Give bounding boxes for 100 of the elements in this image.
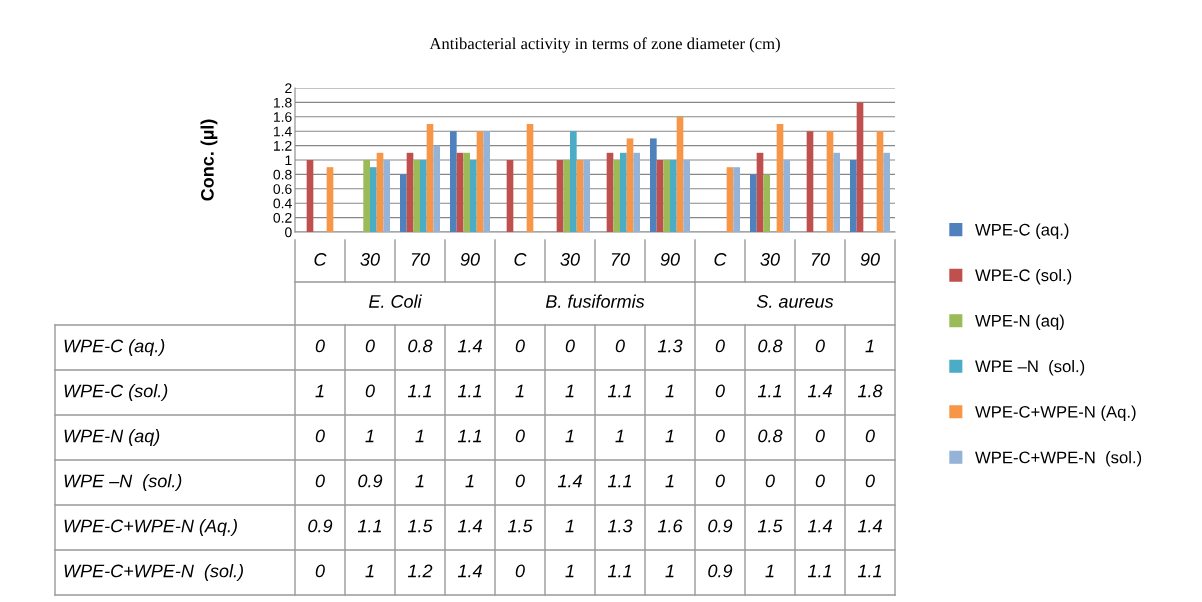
x-tick-label: 70 (811, 253, 830, 266)
y-tick-label: 1.8 (273, 97, 292, 108)
data-label: 1.1 (357, 519, 382, 533)
bar (570, 131, 577, 232)
y-tick-label: 1 (285, 155, 292, 166)
data-label: 1.6 (657, 519, 683, 533)
data-label: 0 (715, 384, 725, 398)
data-label: 1.1 (457, 429, 482, 443)
data-label: 1 (315, 384, 324, 398)
data-label: 1 (665, 384, 674, 398)
data-label: 0 (365, 384, 375, 398)
x-tick-label: 30 (560, 253, 580, 266)
bar (633, 152, 640, 232)
bar (650, 138, 657, 232)
text: WPE-N (aq) (64, 429, 160, 446)
bar (613, 160, 620, 232)
bar (583, 160, 590, 232)
bar (426, 124, 434, 232)
text: B. fusiformis (545, 294, 645, 308)
data-label: 1.4 (857, 519, 882, 533)
bar (856, 102, 864, 232)
data-label: 1 (515, 384, 524, 398)
data-label: 1 (565, 384, 574, 398)
data-label: 1.4 (557, 474, 582, 488)
text: WPE –N (sol.) (64, 474, 182, 491)
bar (850, 160, 857, 232)
bar (606, 152, 614, 232)
data-label: 1 (465, 474, 474, 488)
data-label: 0 (715, 474, 725, 488)
data-label: 1.8 (857, 384, 883, 398)
data-label: 1.2 (407, 564, 433, 578)
data-label: 1.5 (407, 519, 433, 533)
bar (506, 160, 514, 232)
legend-label: WPE-C (sol.) (975, 268, 1072, 285)
data-label: 0 (815, 429, 825, 443)
y-tick-label: 0.6 (273, 184, 292, 194)
data-label: 1.4 (807, 384, 832, 398)
data-label: 1 (565, 564, 574, 578)
data-label: 0 (515, 474, 525, 488)
legend-label: WPE-C (aq.) (975, 223, 1069, 239)
data-label: 0 (515, 339, 525, 353)
data-label: 1 (365, 429, 374, 443)
bar (383, 160, 390, 232)
bar (326, 167, 334, 232)
data-label: 1.3 (657, 339, 683, 353)
y-tick-label: 2 (285, 83, 292, 94)
data-label: 1.4 (807, 519, 832, 533)
data-label: 0 (315, 474, 325, 488)
x-tick-label: 90 (660, 253, 680, 266)
bar (676, 116, 684, 232)
data-label: 1 (665, 474, 674, 488)
bar (406, 152, 414, 232)
data-label: 0 (515, 564, 525, 578)
x-tick-label: 90 (860, 253, 880, 266)
data-label: 1 (615, 429, 624, 443)
data-label: 1.1 (607, 474, 632, 488)
y-tick-label: 0.4 (273, 198, 292, 209)
bar (433, 145, 440, 232)
bar (620, 152, 627, 232)
x-tick-label: C (314, 253, 327, 266)
bar (763, 174, 770, 232)
legend-label: WPE-N (aq) (975, 314, 1064, 330)
data-label: 0 (565, 339, 575, 353)
text: WPE-C (aq.) (64, 339, 165, 356)
text: S. aureus (756, 295, 834, 308)
data-label: 0.9 (358, 474, 383, 488)
y-tick-label: 0 (285, 227, 292, 238)
text: WPE-C (sol.) (64, 384, 168, 401)
bar (783, 160, 790, 232)
data-label: 1 (365, 564, 374, 578)
data-label: 1.3 (607, 519, 633, 533)
data-label: 1.1 (807, 564, 832, 578)
data-label: 0 (715, 339, 725, 353)
bar (726, 167, 734, 232)
data-label: 1 (565, 519, 574, 533)
data-label: 1 (665, 429, 674, 443)
bar (470, 160, 477, 232)
data-label: 0 (315, 429, 325, 443)
data-label: 0.8 (758, 429, 783, 443)
bar (750, 174, 757, 232)
text: WPE-C+WPE-N (sol.) (64, 564, 243, 581)
y-tick-label: 1.2 (273, 140, 292, 151)
data-label: 0 (815, 474, 825, 488)
data-label: 0.9 (708, 564, 733, 578)
bar (826, 131, 834, 232)
y-tick-label: 1.6 (273, 112, 292, 122)
bar (483, 131, 490, 232)
bar (626, 138, 634, 232)
bar (463, 152, 470, 232)
bar (733, 167, 740, 232)
bar (576, 160, 584, 232)
data-label: 1.1 (457, 384, 482, 398)
data-label: 1.5 (507, 519, 533, 533)
data-label: 0 (515, 429, 525, 443)
bar (806, 131, 814, 232)
bar (413, 160, 420, 232)
bar (420, 160, 427, 232)
bar (663, 160, 670, 232)
bar (656, 160, 664, 232)
bar (756, 152, 764, 232)
